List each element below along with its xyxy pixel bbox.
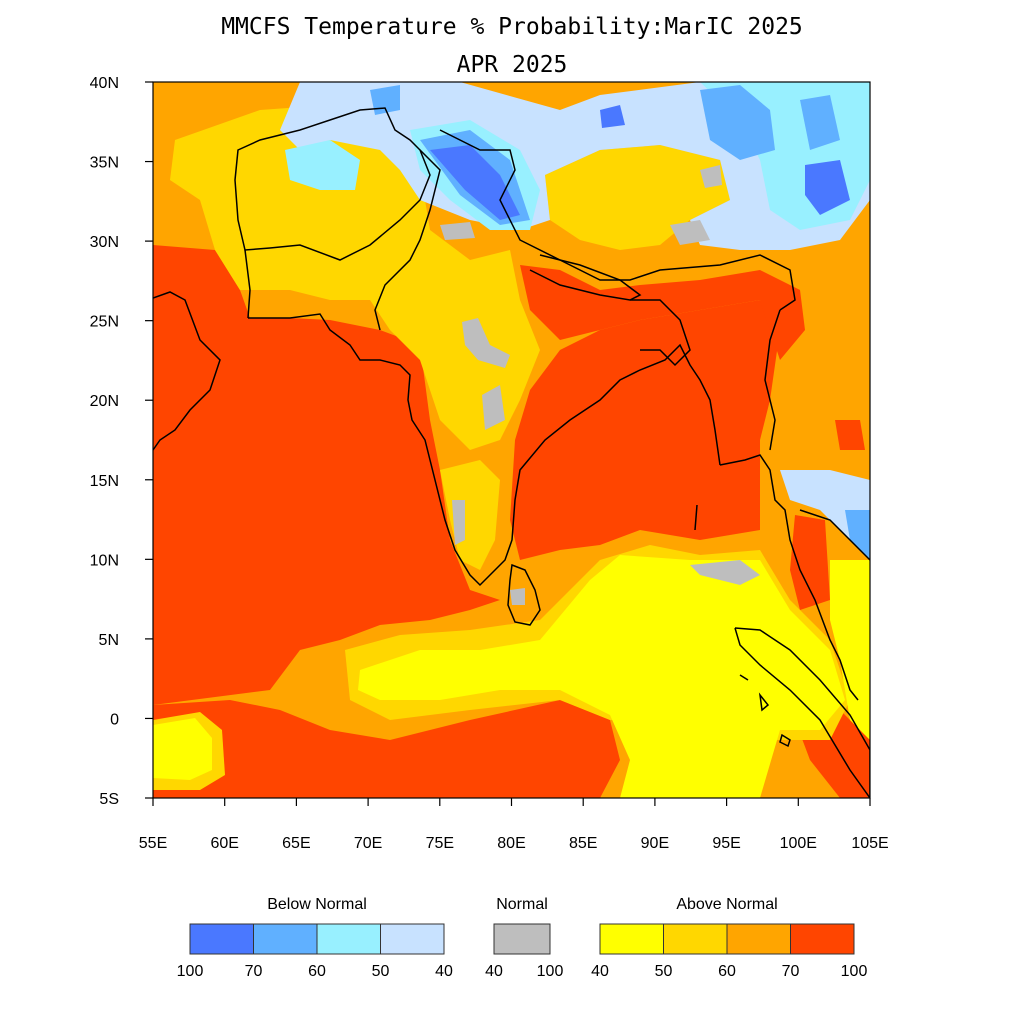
region-below-50-60-west — [285, 140, 360, 190]
region-normal-deccan — [482, 385, 505, 430]
x-axis: 55E 60E 65E 70E 75E 80E 85E 90E 95E 100E 105E — [139, 798, 889, 852]
region-normal-north — [440, 222, 475, 240]
legend-swatch — [253, 923, 318, 955]
border-nepal — [529, 254, 642, 301]
region-normal-south — [452, 500, 465, 545]
coastline-sumatra-west — [734, 627, 870, 798]
region-above-50-60-northwest — [170, 105, 540, 450]
y-tick-label: 5N — [99, 632, 119, 649]
legend-label: 60 — [308, 963, 326, 980]
x-tick-label: 85E — [569, 835, 597, 852]
island-nicobar — [739, 674, 749, 681]
map-subtitle: APR 2025 — [456, 52, 568, 78]
legend-label: 50 — [655, 963, 673, 980]
region-above-70-east-patch — [835, 420, 865, 450]
y-tick-label: 10N — [90, 552, 119, 569]
region-normal-srilanka — [510, 588, 525, 605]
border-bangladesh — [630, 299, 691, 367]
map-title: MMCFS Temperature % Probability:MarIC 20… — [221, 14, 803, 40]
y-tick-label: 5S — [99, 791, 119, 808]
region-above-70-southern-band — [153, 700, 620, 798]
region-above-40-50-sw-patch — [153, 718, 212, 780]
region-below-60-70-east — [800, 95, 840, 150]
border-india-china-nepal — [439, 129, 796, 311]
x-tick-label: 55E — [139, 835, 167, 852]
y-axis: 40N 35N 30N 25N 20N 15N 10N 5N 0 5S — [90, 75, 153, 808]
map-fill-layer — [153, 82, 870, 798]
y-tick-label: 35N — [90, 155, 119, 172]
x-tick-label: 95E — [712, 835, 740, 852]
legend-label: 60 — [718, 963, 736, 980]
region-below-60-70-sea — [845, 510, 870, 560]
region-below-70-100-kashmir — [430, 145, 520, 220]
coastline-myanmar — [719, 454, 859, 701]
island-sumatra-west — [758, 692, 770, 712]
coastline-layer — [153, 107, 870, 798]
y-tick-label: 15N — [90, 473, 119, 490]
border-iran-pakistan — [244, 249, 251, 319]
region-below-70-100-northeast — [600, 105, 625, 128]
region-above-70-arabian-sea — [153, 245, 500, 705]
region-below-60-70-northeast — [700, 85, 775, 160]
legend-swatch — [599, 923, 664, 955]
legend-label: 100 — [841, 963, 868, 980]
region-above-70-bay-of-bengal — [510, 300, 780, 560]
x-tick-label: 100E — [780, 835, 817, 852]
legend-swatch — [663, 923, 728, 955]
legend-swatch — [380, 923, 445, 955]
x-tick-label: 65E — [282, 835, 310, 852]
coastline-malay — [799, 509, 870, 561]
border-afghanistan-pakistan — [234, 107, 431, 261]
region-above-70-andaman — [790, 515, 830, 610]
legend-label: 100 — [537, 963, 564, 980]
island-andaman — [694, 504, 698, 531]
x-tick-label: 105E — [851, 835, 888, 852]
legend-label: 70 — [782, 963, 800, 980]
border-pakistan-india — [374, 149, 441, 331]
legend-swatch — [189, 923, 254, 955]
coastline-arabia — [153, 291, 221, 451]
legend-label: 40 — [435, 963, 453, 980]
region-above-70-north-india — [520, 265, 805, 360]
y-tick-label: 30N — [90, 234, 119, 251]
coastline-sumatra — [734, 627, 870, 798]
x-tick-label: 75E — [426, 835, 454, 852]
x-tick-label: 90E — [641, 835, 669, 852]
legend-label: 40 — [591, 963, 609, 980]
y-tick-label: 25N — [90, 314, 119, 331]
region-below-60-70-pakistan — [370, 85, 400, 115]
legend-swatch — [493, 923, 551, 955]
region-normal-tibet — [670, 220, 710, 245]
y-tick-label: 0 — [110, 711, 119, 728]
legend: Below Normal 100 70 60 50 40 Normal 40 100 Above … — [177, 896, 868, 980]
region-normal-bay — [690, 560, 760, 585]
region-above-40-50-east — [830, 560, 870, 740]
legend-group-title: Below Normal — [267, 896, 367, 913]
border-myanmar — [764, 309, 781, 451]
y-tick-label: 20N — [90, 393, 119, 410]
legend-swatch — [790, 923, 855, 955]
region-normal-central-india — [462, 318, 510, 368]
island-sumatra-west2 — [779, 733, 791, 748]
legend-swatch — [316, 923, 381, 955]
region-below-70-100-east — [805, 160, 850, 215]
coastline-pakistan-india-west — [248, 313, 721, 587]
x-tick-label: 80E — [497, 835, 525, 852]
y-tick-label: 40N — [90, 75, 119, 92]
legend-group-title: Above Normal — [676, 896, 777, 913]
legend-label: 100 — [177, 963, 204, 980]
region-above-50-60-south-india — [440, 460, 500, 570]
legend-swatch — [726, 923, 791, 955]
legend-label: 70 — [245, 963, 263, 980]
x-tick-label: 70E — [354, 835, 382, 852]
legend-label: 50 — [372, 963, 390, 980]
legend-group-title: Normal — [496, 896, 548, 913]
x-tick-label: 60E — [210, 835, 238, 852]
legend-label: 40 — [485, 963, 503, 980]
region-above-40-50-indian-ocean — [358, 555, 845, 798]
coastline-srilanka — [507, 563, 541, 626]
region-normal-north2 — [700, 165, 722, 188]
